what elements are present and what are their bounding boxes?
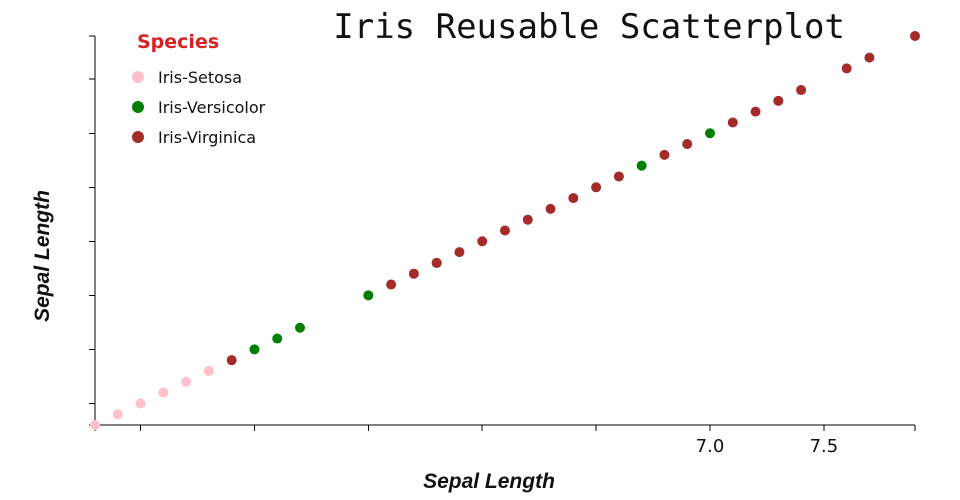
data-point	[910, 31, 920, 41]
data-point	[773, 95, 784, 106]
data-point	[591, 182, 602, 193]
data-points	[90, 31, 920, 430]
legend-swatch	[132, 131, 144, 143]
data-point	[659, 149, 670, 160]
data-point	[386, 279, 397, 290]
data-point	[454, 247, 465, 258]
x-axis-title: Sepal Length	[423, 470, 555, 493]
data-point	[90, 420, 100, 430]
data-point	[682, 139, 693, 150]
data-point	[272, 333, 283, 344]
data-point	[568, 193, 579, 204]
legend: Species Iris-Setosa Iris-Versicolor Iris-V…	[132, 31, 266, 147]
data-point	[750, 106, 761, 117]
data-point	[112, 409, 123, 420]
x-tick-label: 7.0	[696, 436, 725, 457]
data-point	[841, 63, 852, 74]
data-point	[408, 268, 419, 279]
data-point	[522, 214, 533, 225]
y-axis	[89, 35, 96, 426]
data-point	[158, 387, 169, 398]
data-point	[705, 128, 715, 139]
data-point	[500, 225, 510, 236]
x-tick-label: 7.5	[810, 436, 839, 457]
data-point	[477, 236, 488, 247]
legend-label: Iris-Virginica	[158, 128, 256, 147]
chart-title: Iris Reusable Scatterplot	[333, 7, 845, 47]
data-point	[135, 398, 146, 409]
data-point	[226, 355, 237, 366]
legend-label: Iris-Setosa	[158, 68, 242, 87]
data-point	[363, 290, 374, 301]
x-axis: 7.0 7.5	[94, 424, 916, 457]
data-point	[796, 85, 807, 96]
data-point	[295, 322, 305, 333]
data-point	[545, 203, 556, 214]
legend-swatch	[132, 71, 144, 83]
data-point	[727, 117, 738, 128]
data-point	[613, 171, 624, 182]
legend-swatch	[132, 101, 144, 113]
legend-title: Species	[137, 31, 219, 53]
data-point	[431, 257, 442, 268]
data-point	[249, 344, 260, 355]
data-point	[864, 52, 875, 63]
legend-label: Iris-Versicolor	[158, 98, 266, 117]
data-point	[203, 365, 214, 376]
data-point	[636, 160, 647, 171]
y-axis-title: Sepal Length	[31, 190, 54, 322]
data-point	[181, 376, 192, 387]
